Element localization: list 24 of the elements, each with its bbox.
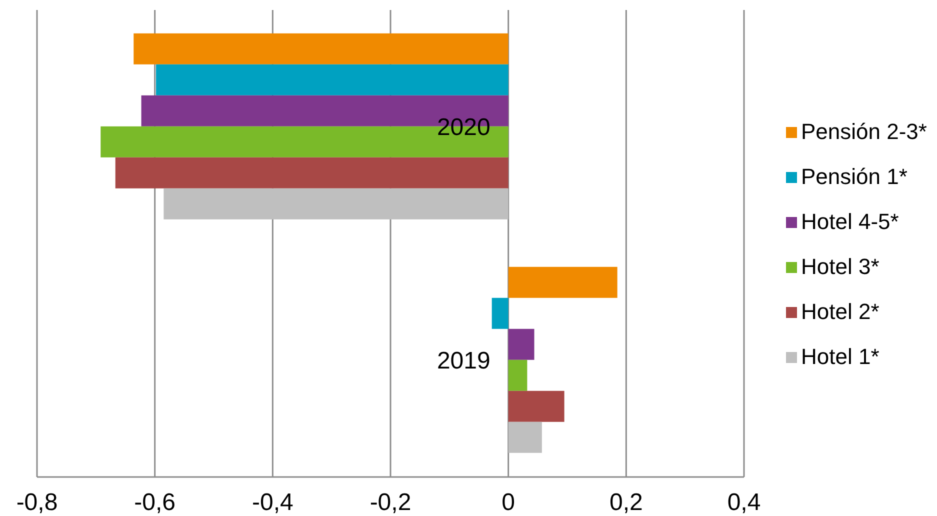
x-tick-label: -0,6 [134, 488, 176, 516]
x-tick-label: -0,8 [16, 488, 58, 516]
x-tick-label: 0,4 [727, 488, 761, 516]
bar [508, 328, 534, 360]
x-tick-label: 0 [502, 488, 516, 516]
bar [156, 64, 508, 96]
bar [115, 157, 508, 188]
x-tick-label: 0,2 [609, 488, 643, 516]
legend-label: Hotel 2* [801, 298, 880, 324]
x-tick-label: -0,4 [252, 488, 294, 516]
legend-label: Hotel 4-5* [801, 208, 899, 234]
bar [508, 422, 542, 453]
x-tick-label: -0,2 [370, 488, 412, 516]
bar [134, 33, 508, 64]
bar [492, 298, 508, 329]
legend-label: Pensión 2-3* [801, 118, 927, 144]
bar [508, 266, 618, 298]
legend-label: Hotel 1* [801, 344, 880, 368]
bar [164, 188, 508, 220]
legend-label: Hotel 3* [801, 254, 880, 278]
y-tick-label: 2019 [436, 346, 490, 374]
bar [508, 390, 564, 422]
legend-label: Pensión 1* [801, 164, 908, 188]
bar [508, 360, 528, 391]
